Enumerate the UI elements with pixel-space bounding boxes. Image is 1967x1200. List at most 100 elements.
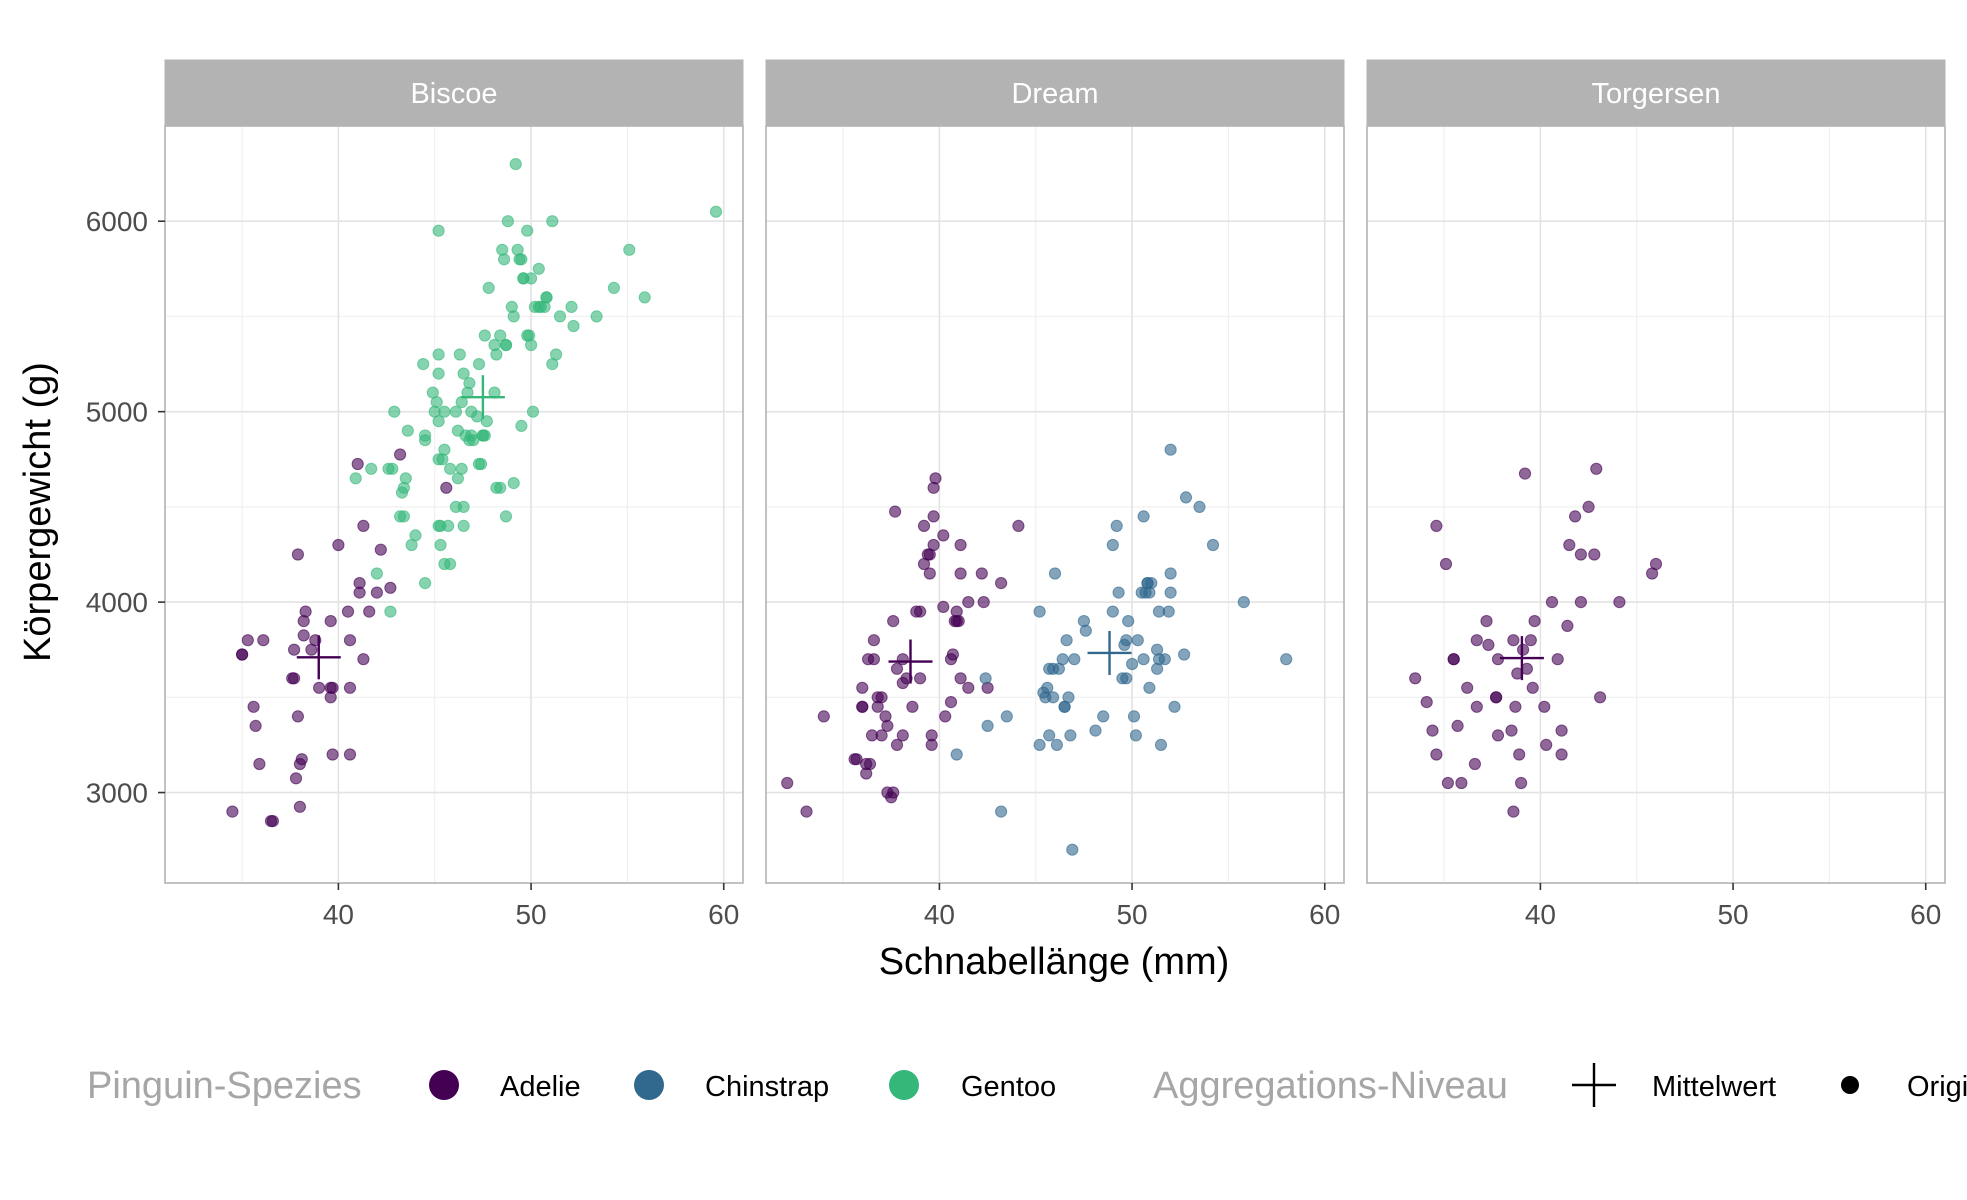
data-point-gentoo [434,519,447,533]
data-point-chinstrap [1164,443,1177,456]
mean-marker-gentoo [460,375,505,420]
data-point-gentoo [546,215,559,228]
data-point-chinstrap [1066,843,1079,856]
data-point-gentoo [453,348,466,361]
data-point-gentoo [509,158,522,171]
data-point-adelie [241,634,254,647]
data-point-chinstrap [1193,500,1206,513]
data-point-adelie [343,748,357,761]
data-point-adelie [1409,672,1422,685]
data-point-adelie [962,596,975,609]
data-point-adelie [906,700,919,713]
data-point-adelie [257,634,270,647]
facet-strip-label: Biscoe [410,78,497,110]
data-point-adelie [848,753,861,766]
data-point-adelie [1470,700,1483,713]
data-point-chinstrap [1106,605,1119,618]
data-point-gentoo [465,405,478,418]
legend-label-gentoo: Gentoo [961,1071,1056,1103]
data-point-chinstrap [1050,738,1064,752]
data-point-gentoo [386,462,399,475]
data-point-chinstrap [1168,700,1181,713]
data-point-adelie [954,672,967,685]
data-point-gentoo [401,424,414,437]
data-point-chinstrap [1162,605,1175,618]
data-point-gentoo [457,500,470,513]
x-tick-label: 50 [515,899,546,930]
data-point-adelie [343,681,357,694]
data-point-chinstrap [1000,710,1013,723]
data-point-adelie [1555,748,1568,761]
data-point-gentoo [365,462,378,475]
data-point-gentoo [540,291,553,304]
data-point-adelie [332,538,345,552]
data-point-adelie [341,605,355,618]
data-point-gentoo [349,472,362,485]
data-point-adelie [887,615,900,628]
data-point-adelie [1012,519,1025,533]
data-point-adelie [1594,691,1607,704]
x-tick-label: 60 [708,899,739,930]
data-point-adelie [1582,500,1595,513]
data-point-adelie [1526,681,1539,694]
data-point-chinstrap [1089,724,1102,737]
data-point-adelie [975,567,988,580]
data-point-adelie [923,567,936,580]
data-point-adelie [890,738,904,752]
data-point-adelie [1447,653,1460,666]
mean-marker-adelie [296,635,341,680]
data-point-adelie [440,481,453,494]
data-point-adelie [954,538,967,552]
x-tick-label: 60 [1910,899,1941,930]
data-point-gentoo [457,519,470,533]
data-point-adelie [291,548,304,561]
data-point-adelie [1420,696,1433,709]
panel-torgersen: Torgersen 40 50 60 [1366,59,1946,930]
data-point-adelie [1505,724,1518,737]
data-point-chinstrap [1106,538,1119,552]
data-point-adelie [1490,691,1503,704]
data-point-chinstrap [1120,634,1133,647]
data-point-adelie [944,653,958,666]
data-point-chinstrap [1043,729,1056,742]
data-point-chinstrap [1047,691,1060,704]
data-point-adelie [914,672,927,685]
facet-strip-label: Torgersen [1592,78,1721,110]
data-point-adelie [875,729,888,742]
data-point-adelie [1613,596,1626,609]
data-point-gentoo [449,405,462,418]
legend-key-gentoo [889,1070,919,1100]
data-point-chinstrap [1127,710,1141,723]
data-point-gentoo [444,557,457,571]
data-point-chinstrap [1110,519,1123,533]
data-point-gentoo [417,358,430,371]
data-point-chinstrap [1064,729,1077,742]
axis-titles: Schnabellänge (mm) Körpergewicht (g) [17,362,1229,983]
data-point-adelie [1588,548,1601,561]
data-point-gentoo [478,329,491,342]
data-point-adelie [867,634,881,647]
data-point-adelie [226,805,239,818]
facet-strip-label: Dream [1011,78,1098,110]
legend-label-aggregation: Mittelwert [1652,1071,1776,1103]
legend: Pinguin-Spezies Adelie Chinstrap Gentoo Aggr… [87,1063,1967,1107]
data-point-gentoo [472,358,486,371]
data-point-gentoo [526,405,540,418]
data-point-gentoo [430,396,443,409]
data-point-adelie [887,786,900,799]
data-point-chinstrap [981,719,994,733]
data-point-adelie [357,653,370,666]
data-point-adelie [236,648,249,661]
data-point-adelie [927,538,940,552]
data-point-adelie [1470,634,1483,647]
data-point-chinstrap [1143,586,1156,599]
data-point-adelie [1426,724,1439,737]
panel-biscoe: Biscoe 40 50 60 3000 4000 5000 6000 [86,59,744,930]
legend-key-mean-cross [1572,1063,1616,1107]
data-point-adelie [1518,467,1532,480]
data-point-chinstrap [1206,538,1220,552]
data-point-adelie [937,600,950,614]
y-axis-title: Körpergewicht (g) [17,362,59,662]
data-point-adelie [1551,653,1564,666]
